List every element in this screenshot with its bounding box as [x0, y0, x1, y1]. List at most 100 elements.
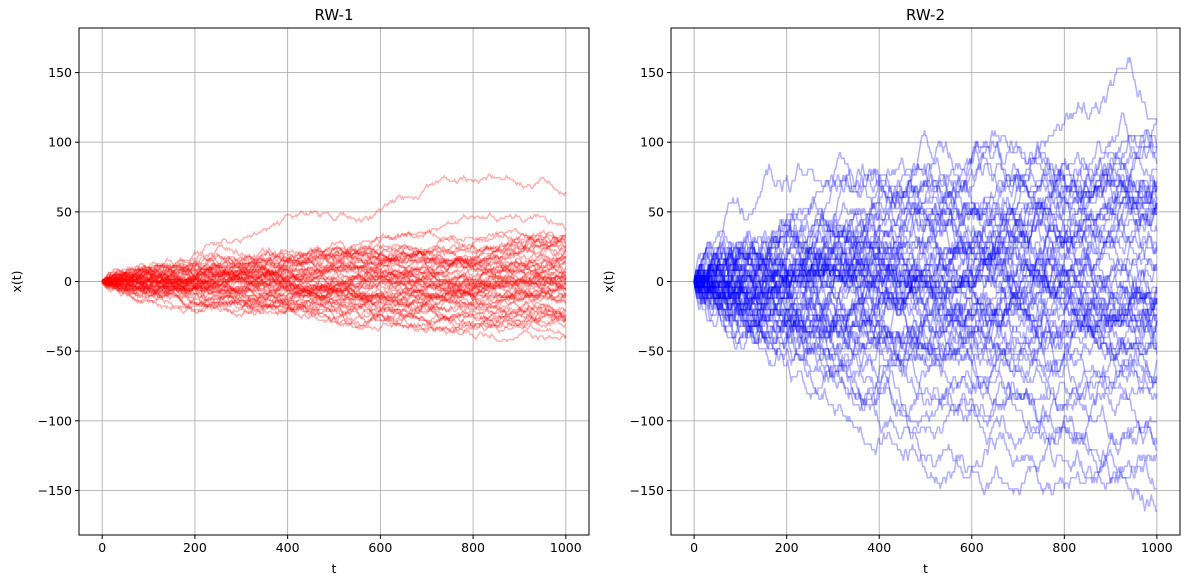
- walk-line: [694, 264, 1158, 417]
- walk-line: [102, 265, 567, 292]
- walk-line: [102, 211, 567, 283]
- walk-line: [101, 241, 566, 296]
- walk-line: [102, 277, 567, 312]
- y-tick-label: 50: [56, 204, 72, 219]
- x-tick-label: 1000: [550, 540, 582, 555]
- walk-line: [101, 279, 567, 324]
- walk-line: [694, 157, 1157, 300]
- walk-line: [693, 275, 1158, 428]
- walk-line: [693, 174, 1158, 316]
- walk-line: [102, 244, 566, 299]
- walk-line: [694, 219, 1157, 366]
- walk-line: [102, 278, 566, 333]
- walk-line: [694, 242, 1158, 422]
- grid-rw1: [79, 28, 589, 535]
- walk-line: [694, 258, 1157, 361]
- walk-line: [694, 112, 1158, 310]
- walk-line: [101, 277, 567, 334]
- y-tick-label: −50: [46, 344, 72, 359]
- walk-line: [102, 244, 566, 298]
- walk-line: [693, 258, 1158, 378]
- walk-line: [102, 278, 566, 335]
- walk-line: [102, 234, 566, 309]
- walk-line: [693, 141, 1158, 293]
- walk-line: [101, 248, 566, 291]
- walk-line: [102, 269, 567, 306]
- walks-rw1: [101, 173, 567, 343]
- y-tick-label: 150: [48, 65, 72, 80]
- walk-line: [694, 253, 1157, 339]
- x-tick-label: 600: [960, 540, 984, 555]
- walk-line: [693, 230, 1157, 361]
- walk-line: [693, 241, 1157, 400]
- walk-line: [694, 118, 1158, 300]
- walk-line: [693, 197, 1158, 316]
- walk-line: [693, 129, 1158, 299]
- x-tick-label: 400: [867, 540, 891, 555]
- walk-line: [694, 174, 1158, 310]
- walk-line: [102, 265, 567, 296]
- walk-line: [693, 130, 1158, 282]
- walk-line: [693, 269, 1158, 456]
- walk-line: [694, 275, 1158, 372]
- y-axis-label-rw1: x(t): [9, 270, 24, 292]
- y-tick-label: 100: [640, 135, 664, 150]
- y-tick-label: 100: [48, 135, 72, 150]
- walk-line: [101, 243, 567, 285]
- walk-line: [693, 163, 1158, 338]
- walk-line: [693, 179, 1157, 316]
- walk-line: [101, 249, 567, 291]
- walk-line: [101, 277, 567, 328]
- chart-panel-rw2: 0 200 400 600 800 1000 −150 −100 −50 0 50 100 150 RW…: [601, 6, 1181, 576]
- walk-line: [693, 241, 1157, 356]
- walk-line: [693, 263, 1157, 367]
- walk-line: [694, 280, 1157, 496]
- walk-line: [102, 249, 567, 285]
- walk-line: [693, 202, 1158, 333]
- walk-line: [694, 219, 1157, 305]
- walk-line: [101, 271, 567, 322]
- x-tick-label: 800: [1052, 540, 1076, 555]
- walk-line: [102, 272, 567, 310]
- walks-rw2: [693, 57, 1158, 513]
- walk-line: [101, 242, 566, 294]
- y-tick-label: −100: [630, 413, 664, 428]
- walk-line: [694, 174, 1158, 316]
- ticks-rw2: 0 200 400 600 800 1000 −150 −100 −50 0 50 100 150: [630, 65, 1173, 555]
- walk-line: [693, 179, 1158, 316]
- walk-line: [102, 273, 566, 324]
- walk-line: [693, 163, 1157, 294]
- walk-line: [102, 280, 566, 322]
- walk-line: [693, 258, 1158, 383]
- y-tick-label: −150: [38, 483, 72, 498]
- walk-line: [101, 274, 567, 314]
- walk-line: [102, 273, 567, 307]
- walk-line: [693, 241, 1157, 468]
- walk-line: [694, 230, 1157, 384]
- x-tick-label: 200: [183, 540, 207, 555]
- x-tick-label: 0: [690, 540, 698, 555]
- walk-line: [101, 260, 566, 294]
- walk-line: [694, 179, 1157, 311]
- walk-line: [694, 270, 1158, 394]
- x-tick-label: 400: [276, 540, 300, 555]
- walk-line: [694, 241, 1158, 344]
- y-tick-label: 0: [64, 274, 72, 289]
- walk-line: [694, 151, 1158, 283]
- walk-line: [101, 244, 566, 294]
- walk-line: [101, 270, 567, 307]
- x-tick-label: 0: [98, 540, 106, 555]
- ticks-rw1: 0 200 400 600 800 1000 −150 −100 −50 0 50 100 150: [38, 65, 582, 555]
- walk-line: [102, 276, 567, 339]
- walk-line: [694, 275, 1157, 428]
- walk-line: [693, 247, 1157, 355]
- walk-line: [101, 271, 566, 301]
- walk-line: [101, 269, 567, 343]
- walk-line: [694, 174, 1157, 305]
- walk-line: [694, 236, 1158, 356]
- x-tick-label: 1000: [1141, 540, 1173, 555]
- walk-line: [101, 280, 566, 315]
- walk-line: [101, 269, 567, 308]
- walk-line: [101, 262, 567, 296]
